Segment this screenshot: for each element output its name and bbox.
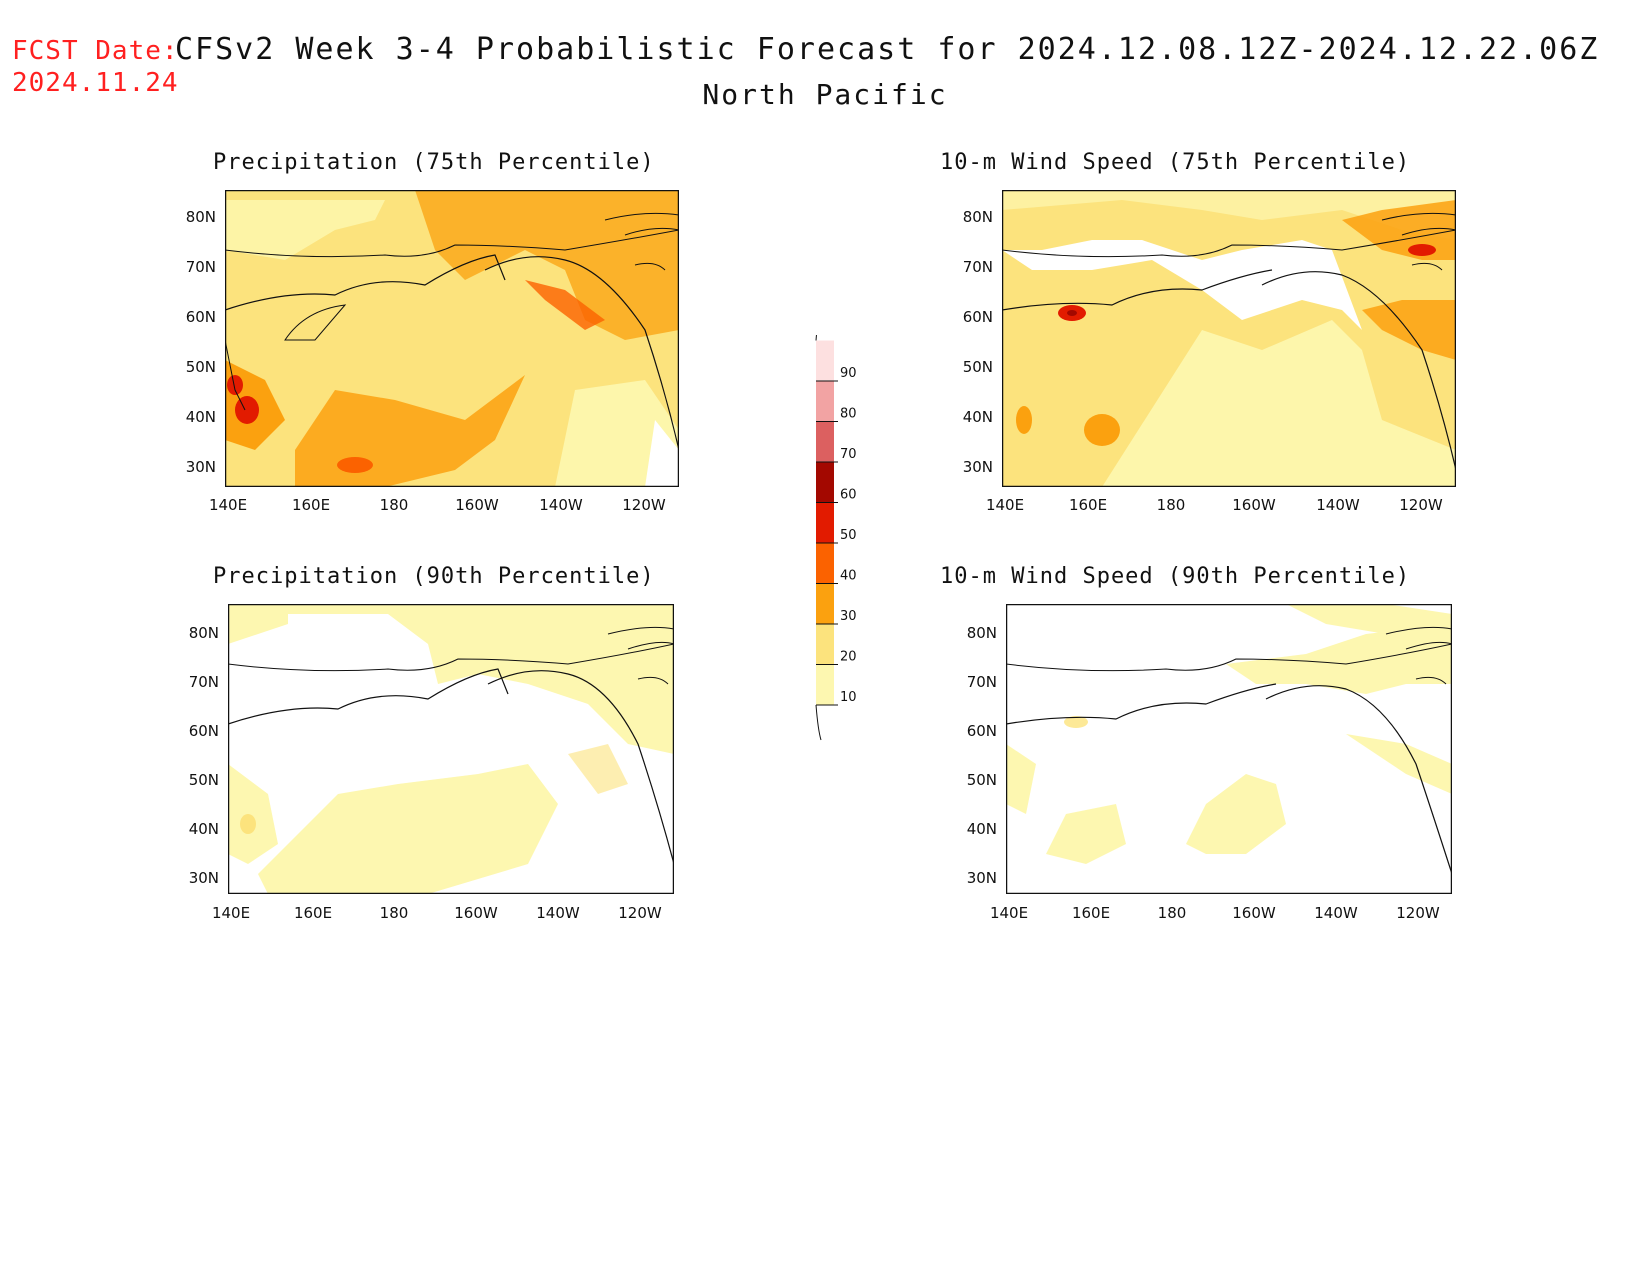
lat-tick-label: 70N xyxy=(962,258,993,276)
forecast-date-value: 2024.11.24 xyxy=(12,68,179,98)
colorbar-label: 20 xyxy=(840,650,857,665)
lat-tick-label: 30N xyxy=(185,458,216,476)
lat-tick-label: 50N xyxy=(966,771,997,789)
colorbar-swatch xyxy=(816,421,834,462)
page-title: CFSv2 Week 3-4 Probabilistic Forecast fo… xyxy=(175,32,1600,67)
lon-tick-label: 140W xyxy=(536,904,580,922)
map-wind-90 xyxy=(1006,604,1452,894)
lon-tick-label: 140E xyxy=(989,904,1029,922)
map-precip-75 xyxy=(225,190,679,487)
forecast-date-label: FCST Date: xyxy=(12,36,179,66)
lat-tick-label: 60N xyxy=(966,722,997,740)
lat-tick-label: 40N xyxy=(188,820,219,838)
colorbar-bottom-cap xyxy=(815,704,822,741)
lat-tick-label: 60N xyxy=(962,308,993,326)
lon-tick-label: 180 xyxy=(379,496,409,514)
map-wind-75 xyxy=(1002,190,1456,487)
colorbar-label: 30 xyxy=(840,609,857,624)
panel-title-precip-90: Precipitation (90th Percentile) xyxy=(213,564,655,589)
region-subtitle: North Pacific xyxy=(702,78,948,111)
colorbar-label: 70 xyxy=(840,447,857,462)
colorbar-swatch xyxy=(816,381,834,422)
lat-tick-label: 30N xyxy=(962,458,993,476)
colorbar-label: 90 xyxy=(840,366,857,381)
lon-tick-label: 160W xyxy=(1232,904,1276,922)
colorbar-swatch xyxy=(816,583,834,624)
colorbar-swatch xyxy=(816,502,834,543)
lat-tick-label: 40N xyxy=(962,408,993,426)
lon-tick-label: 160E xyxy=(1071,904,1111,922)
lon-tick-label: 140W xyxy=(1314,904,1358,922)
lat-tick-label: 50N xyxy=(188,771,219,789)
lat-tick-label: 40N xyxy=(966,820,997,838)
lat-tick-label: 50N xyxy=(185,358,216,376)
lat-tick-label: 60N xyxy=(188,722,219,740)
lat-tick-label: 80N xyxy=(966,624,997,642)
panel-title-wind-75: 10-m Wind Speed (75th Percentile) xyxy=(940,150,1411,175)
colorbar-swatch xyxy=(816,462,834,503)
lat-tick-label: 50N xyxy=(962,358,993,376)
lat-tick-label: 80N xyxy=(962,208,993,226)
map-precip-90 xyxy=(228,604,674,894)
lon-tick-label: 120W xyxy=(1396,904,1440,922)
lon-tick-label: 160W xyxy=(455,496,499,514)
lat-tick-label: 80N xyxy=(185,208,216,226)
colorbar-label: 80 xyxy=(840,407,857,422)
lon-tick-label: 180 xyxy=(379,904,409,922)
colorbar-swatch xyxy=(816,624,834,665)
colorbar-top-cap xyxy=(815,335,817,341)
colorbar-swatch xyxy=(816,543,834,584)
lon-tick-label: 140W xyxy=(1316,496,1360,514)
lat-tick-label: 70N xyxy=(185,258,216,276)
lon-tick-label: 160E xyxy=(291,496,331,514)
lon-tick-label: 120W xyxy=(618,904,662,922)
lon-tick-label: 140E xyxy=(208,496,248,514)
colorbar-label: 10 xyxy=(840,690,857,705)
lon-tick-label: 160W xyxy=(454,904,498,922)
colorbar: 10 20 30 40 50 60 70 80 90 xyxy=(815,335,857,741)
lon-tick-label: 120W xyxy=(622,496,666,514)
lon-tick-label: 180 xyxy=(1156,496,1186,514)
lon-tick-label: 160E xyxy=(1068,496,1108,514)
lon-tick-label: 180 xyxy=(1157,904,1187,922)
lon-tick-label: 140E xyxy=(211,904,251,922)
colorbar-swatch xyxy=(816,340,834,381)
lat-tick-label: 80N xyxy=(188,624,219,642)
lat-tick-label: 30N xyxy=(966,869,997,887)
colorbar-label: 40 xyxy=(840,569,857,584)
lon-tick-label: 140W xyxy=(539,496,583,514)
lon-tick-label: 140E xyxy=(985,496,1025,514)
lat-tick-label: 70N xyxy=(966,673,997,691)
colorbar-label: 50 xyxy=(840,528,857,543)
lat-tick-label: 30N xyxy=(188,869,219,887)
lon-tick-label: 160W xyxy=(1232,496,1276,514)
lon-tick-label: 160E xyxy=(293,904,333,922)
lat-tick-label: 40N xyxy=(185,408,216,426)
lon-tick-label: 120W xyxy=(1399,496,1443,514)
colorbar-swatch xyxy=(816,664,834,705)
panel-title-precip-75: Precipitation (75th Percentile) xyxy=(213,150,655,175)
lat-tick-label: 70N xyxy=(188,673,219,691)
lat-tick-label: 60N xyxy=(185,308,216,326)
panel-title-wind-90: 10-m Wind Speed (90th Percentile) xyxy=(940,564,1411,589)
colorbar-label: 60 xyxy=(840,488,857,503)
